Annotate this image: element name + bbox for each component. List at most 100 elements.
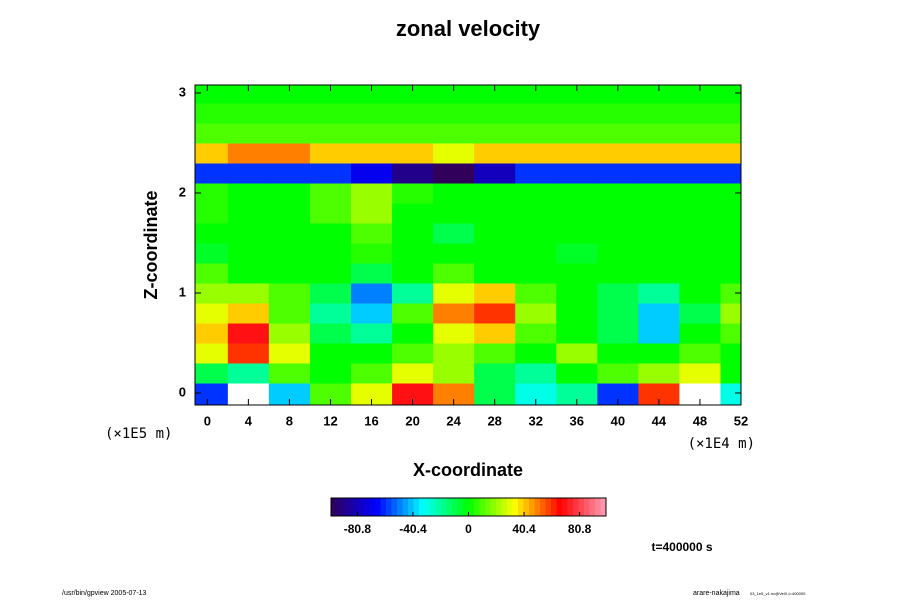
heatmap-cell	[392, 203, 434, 224]
heatmap-cell	[474, 103, 516, 124]
heatmap-cell	[720, 323, 742, 344]
colorbar-segment	[523, 498, 530, 516]
heatmap-cell	[515, 243, 557, 264]
y-tick-label: 1	[179, 284, 186, 299]
heatmap-cell	[433, 383, 475, 406]
heatmap-cell	[474, 163, 516, 184]
heatmap-cell	[720, 223, 742, 244]
colorbar-segment	[380, 498, 387, 516]
heatmap-cell	[556, 343, 598, 364]
heatmap-cell	[227, 383, 270, 406]
heatmap-cell	[638, 323, 680, 344]
heatmap-cell	[195, 183, 229, 204]
colorbar-segment	[386, 498, 392, 516]
heatmap-cell	[195, 143, 229, 164]
heatmap-cell	[474, 183, 516, 204]
heatmap-cell	[556, 183, 598, 204]
colorbar-segment	[540, 498, 546, 516]
heatmap-cell	[268, 183, 311, 204]
heatmap-cell	[433, 363, 475, 384]
heatmap-cell	[268, 103, 311, 124]
heatmap-cell	[268, 303, 311, 324]
heatmap-cell	[227, 243, 270, 264]
plot-frame	[194, 84, 742, 406]
heatmap-cell	[720, 263, 742, 284]
heatmap-cell	[638, 143, 680, 164]
heatmap-cell	[195, 223, 229, 244]
heatmap-cell	[309, 263, 352, 284]
heatmap-cell	[351, 263, 393, 284]
colorbar-segment	[474, 498, 480, 516]
y-axis-label: Z-coordinate	[141, 190, 161, 299]
heatmap-cell	[351, 283, 393, 304]
heatmap-cell	[679, 163, 721, 184]
heatmap-cell	[556, 103, 598, 124]
heatmap-cell	[227, 363, 270, 384]
heatmap-cell	[227, 343, 270, 364]
heatmap-cell	[309, 323, 352, 344]
x-tick-label: 44	[652, 413, 667, 428]
colorbar-segment	[595, 498, 601, 516]
heatmap-cell	[638, 243, 680, 264]
heatmap-cell	[597, 183, 639, 204]
colorbar-tick-label: -80.8	[344, 522, 372, 536]
heatmap-cell	[351, 85, 393, 104]
colorbar-segment	[518, 498, 524, 516]
x-tick-label: 4	[245, 413, 253, 428]
heatmap-cell	[515, 85, 557, 104]
heatmap-cell	[556, 203, 598, 224]
heatmap-cell	[195, 203, 229, 224]
colorbar-segment	[375, 498, 381, 516]
colorbar-segment	[490, 498, 497, 516]
heatmap-cell	[597, 283, 639, 304]
colorbar-segment	[342, 498, 348, 516]
heatmap-cell	[351, 363, 393, 384]
heatmap-cell	[392, 363, 434, 384]
heatmap-cell	[720, 183, 742, 204]
heatmap-cell	[515, 263, 557, 284]
heatmap-cell	[433, 123, 475, 144]
heatmap-cell	[268, 123, 311, 144]
colorbar-segment	[468, 498, 475, 516]
heatmap-cell	[392, 103, 434, 124]
colorbar-segment	[452, 498, 458, 516]
heatmap-cell	[227, 263, 270, 284]
heatmap-cell	[433, 183, 475, 204]
heatmap-cell	[720, 103, 742, 124]
heatmap-cell	[351, 183, 393, 204]
heatmap-cell	[597, 163, 639, 184]
heatmap-cell	[679, 103, 721, 124]
x-tick-label: 32	[529, 413, 543, 428]
heatmap-cell	[720, 143, 742, 164]
x-tick-label: 24	[446, 413, 461, 428]
heatmap-cell	[268, 323, 311, 344]
heatmap-cell	[433, 243, 475, 264]
heatmap-cell	[195, 343, 229, 364]
colorbar-segment	[551, 498, 557, 516]
heatmap-cell	[638, 103, 680, 124]
colorbar-tick-label: -40.4	[399, 522, 427, 536]
colorbar-segment	[463, 498, 469, 516]
heatmap-cell	[597, 103, 639, 124]
heatmap-cell	[195, 163, 229, 184]
x-tick-label: 52	[734, 413, 748, 428]
colorbar-segment	[507, 498, 513, 516]
colorbar-segment	[402, 498, 409, 516]
heatmap-cell	[227, 183, 270, 204]
colorbar-segment	[578, 498, 585, 516]
heatmap-cell	[597, 363, 639, 384]
heatmap-cell	[720, 303, 742, 324]
heatmap-cell	[515, 143, 557, 164]
heatmap-cell	[268, 203, 311, 224]
annotation: t=400000 s	[651, 540, 712, 554]
heatmap-cell	[309, 383, 352, 406]
heatmap-cell	[597, 263, 639, 284]
heatmap-cell	[309, 123, 352, 144]
heatmap-cell	[227, 303, 270, 324]
x-tick-label: 48	[693, 413, 707, 428]
heatmap-cell	[351, 223, 393, 244]
heatmap-cell	[597, 203, 639, 224]
heatmap-cell	[268, 363, 311, 384]
heatmap-cell	[638, 85, 680, 104]
heatmap-cell	[474, 263, 516, 284]
